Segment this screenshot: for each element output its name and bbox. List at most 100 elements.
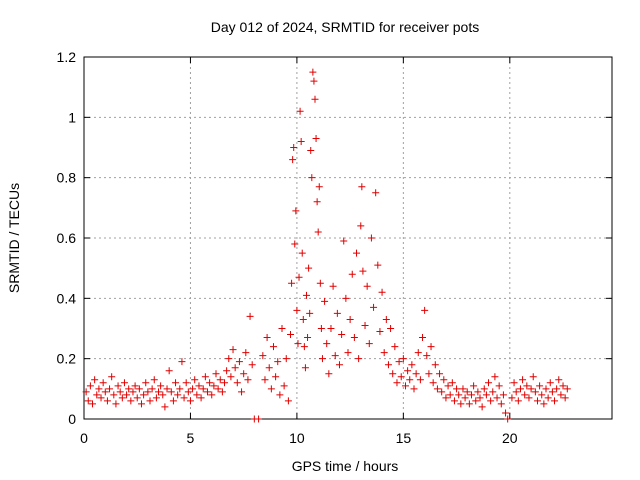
data-point (429, 379, 437, 387)
data-point (142, 379, 150, 387)
data-point (309, 68, 317, 76)
data-point (240, 370, 248, 378)
data-point (197, 394, 205, 402)
data-point (331, 352, 339, 360)
data-point (110, 391, 118, 399)
data-point (101, 388, 109, 396)
data-point (317, 325, 325, 332)
data-point (294, 340, 302, 348)
data-point (261, 376, 269, 384)
data-point (346, 315, 354, 323)
data-point (150, 376, 158, 384)
data-point (544, 394, 552, 402)
data-point (470, 382, 478, 390)
data-point (184, 388, 192, 396)
data-point (342, 294, 350, 302)
data-point (438, 388, 446, 396)
data-point (169, 397, 177, 405)
data-point (86, 382, 94, 390)
data-point (276, 391, 284, 399)
data-point (97, 394, 105, 402)
data-point (225, 355, 233, 363)
data-point (563, 385, 571, 393)
data-point (125, 385, 133, 393)
data-point (123, 391, 131, 399)
data-point (551, 397, 559, 405)
data-point (423, 352, 431, 360)
data-point (372, 189, 380, 197)
data-point (335, 361, 343, 369)
data-point (497, 400, 505, 408)
data-point (416, 376, 424, 384)
data-point (189, 385, 197, 393)
data-point (410, 385, 418, 393)
y-tick-label: 0.2 (57, 351, 77, 367)
data-point (391, 343, 399, 351)
data-point (137, 400, 145, 408)
data-point (533, 397, 541, 405)
data-point (508, 394, 516, 402)
data-point (311, 95, 319, 103)
data-point (444, 382, 452, 390)
data-point (191, 376, 199, 384)
data-point (542, 385, 550, 393)
data-point (314, 228, 322, 236)
data-point (174, 391, 182, 399)
data-point (519, 376, 527, 384)
data-point (288, 279, 296, 287)
data-point (450, 397, 458, 405)
data-point (499, 391, 507, 399)
data-point (212, 370, 220, 378)
y-tick-label: 1 (68, 109, 76, 125)
data-point (155, 388, 163, 396)
data-point (313, 198, 321, 206)
data-point (176, 385, 184, 393)
data-point (178, 358, 186, 366)
data-point (274, 358, 282, 366)
data-point (229, 346, 237, 354)
data-point (304, 334, 312, 342)
data-point (84, 397, 92, 405)
data-point (404, 367, 412, 375)
data-point (491, 373, 499, 381)
data-point (82, 388, 90, 396)
data-point (448, 379, 456, 387)
data-point (108, 373, 116, 381)
y-axis-label: SRMTID / TECUs (6, 183, 22, 293)
data-point (521, 391, 529, 399)
data-point (287, 331, 295, 339)
data-point (221, 379, 229, 387)
data-point (193, 391, 201, 399)
data-point (463, 388, 471, 396)
data-point (199, 385, 207, 393)
data-point (333, 309, 341, 317)
data-point (540, 400, 548, 408)
data-point (310, 77, 318, 85)
data-point (91, 376, 99, 384)
data-point (118, 394, 126, 402)
data-point (296, 107, 304, 115)
x-tick-label: 0 (80, 430, 88, 446)
data-point (278, 325, 286, 332)
data-point (378, 288, 386, 296)
data-point (293, 306, 301, 314)
data-point (348, 270, 356, 278)
data-point (146, 397, 154, 405)
data-point (223, 367, 231, 375)
data-point (133, 394, 141, 402)
data-point (504, 415, 512, 423)
data-point (214, 385, 222, 393)
data-point (442, 394, 450, 402)
x-axis-label: GPS time / hours (292, 458, 399, 474)
data-point (353, 249, 361, 257)
data-point (482, 391, 490, 399)
data-point (116, 388, 124, 396)
data-point (159, 391, 167, 399)
data-point (476, 394, 484, 402)
x-tick-label: 15 (396, 430, 412, 446)
data-point (553, 385, 561, 393)
data-point (306, 309, 314, 317)
data-point (120, 379, 128, 387)
data-point (414, 349, 422, 357)
data-point (248, 361, 256, 369)
